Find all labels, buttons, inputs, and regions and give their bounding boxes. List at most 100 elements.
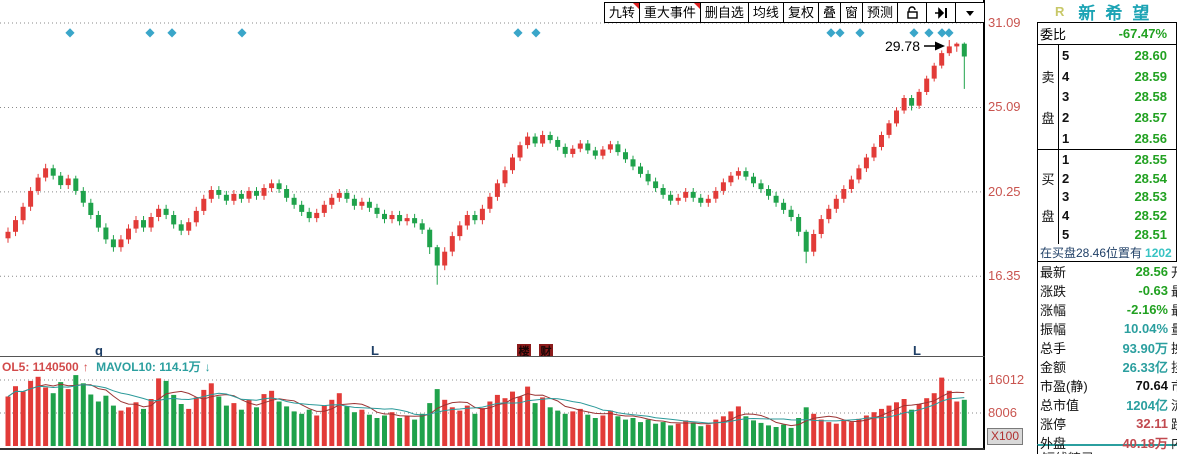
diamond-icon: ◆ <box>944 25 954 39</box>
stat-label: 总市值 <box>1040 398 1080 413</box>
order-notice: 在买盘28.46位置有 1202 <box>1037 244 1177 262</box>
stat-value: 93.90万 <box>1122 341 1168 356</box>
bid-level-5[interactable]: 5 28.51 <box>1059 225 1176 244</box>
mavol5-line <box>7 383 965 427</box>
event-labels: q L 楼财 L <box>95 343 921 356</box>
stat-partial-label: 开 <box>1171 262 1177 281</box>
stat-value: 70.64 <box>1135 378 1168 393</box>
level-price: 28.60 <box>1134 47 1167 63</box>
toolbar-dropdown-button[interactable] <box>955 2 985 23</box>
level-price: 28.56 <box>1134 131 1167 147</box>
svg-text:财: 财 <box>540 344 552 356</box>
ask-level-1[interactable]: 1 28.56 <box>1059 128 1176 149</box>
level-price: 28.57 <box>1134 110 1167 126</box>
toolbar-button-删自选[interactable]: 删自选 <box>699 2 749 23</box>
diamond-icon: ◆ <box>145 25 155 39</box>
stat-value: -2.16% <box>1126 302 1168 317</box>
price-axis-label: 25.09 <box>988 99 1021 114</box>
stat-value: 26.33亿 <box>1122 360 1168 375</box>
diamond-icon: ◆ <box>909 25 919 39</box>
stat-value: 28.56 <box>1135 264 1168 279</box>
red-corner-flag-icon <box>693 3 700 9</box>
level-price: 28.54 <box>1134 170 1167 186</box>
level-price: 28.52 <box>1134 208 1167 224</box>
order-book: 卖盘 5 28.60 4 28.59 3 28.58 2 28.57 1 28.56 买盘 1 28.5… <box>1037 45 1177 244</box>
stat-row-涨跌: 涨跌 -0.63最 <box>1038 281 1177 300</box>
stat-row-外盘: 外盘 40.18万内 <box>1038 433 1177 452</box>
level-price: 28.55 <box>1134 151 1167 167</box>
bid-level-2[interactable]: 2 28.54 <box>1059 169 1176 188</box>
stats-grid: 最新28.56开涨跌-0.63最涨幅-2.16%最振幅10.04%量总手93.9… <box>1037 262 1177 451</box>
level-number: 3 <box>1062 89 1070 105</box>
stat-label: 最新 <box>1040 265 1067 280</box>
diamond-icon: ◆ <box>937 25 947 39</box>
diamond-icon: ◆ <box>924 25 934 39</box>
diamond-icon: ◆ <box>826 25 836 39</box>
sell-book: 卖盘 5 28.60 4 28.59 3 28.58 2 28.57 1 28.56 <box>1038 45 1176 150</box>
volume-bars <box>5 375 967 446</box>
toolbar-button-重大事件[interactable]: 重大事件 <box>638 2 701 23</box>
toolbar-button-复权[interactable]: 复权 <box>782 2 819 23</box>
level-number: 1 <box>1062 151 1070 167</box>
level-number: 5 <box>1062 47 1070 63</box>
jump-right-button[interactable] <box>926 2 956 23</box>
toolbar-button-九转[interactable]: 九转 <box>603 2 640 23</box>
stat-partial-label: 最 <box>1171 281 1177 300</box>
volume-chart[interactable] <box>0 357 984 448</box>
ask-level-3[interactable]: 3 28.58 <box>1059 87 1176 108</box>
stat-row-总手: 总手 93.90万换 <box>1038 338 1177 357</box>
volume-panel[interactable]: OL5: 1140500 ↑ MAVOL10: 114.1万 ↓ <box>0 357 985 450</box>
stock-name[interactable]: 新希望 <box>1078 3 1160 23</box>
stat-row-金额: 金额 26.33亿挂 <box>1038 357 1177 376</box>
mavol5-label: OL5: 1140500 <box>2 360 79 374</box>
stat-label: 涨幅 <box>1040 303 1067 318</box>
level-price: 28.58 <box>1134 89 1167 105</box>
candlestick-series <box>5 40 967 285</box>
event-letter-marker: L <box>913 343 921 356</box>
toolbar-button-叠[interactable]: 叠 <box>817 2 841 23</box>
candlestick-chart[interactable]: ◆ ◆ ◆ ◆ ◆ ◆ ◆ ◆ ◆ ◆ ◆ ◆◆q L 楼财 L29.78 <box>0 0 984 356</box>
level-number: 4 <box>1062 208 1070 224</box>
stat-value: 1204亿 <box>1126 398 1168 413</box>
bid-level-1[interactable]: 1 28.55 <box>1059 150 1176 169</box>
level-number: 4 <box>1062 68 1070 84</box>
diamond-icon: ◆ <box>65 25 75 39</box>
weibi-label: 委比 <box>1040 27 1067 42</box>
diamond-icon: ◆ <box>237 25 247 39</box>
diamond-icon: ◆ <box>167 25 177 39</box>
buy-side-label: 买盘 <box>1038 150 1059 244</box>
quote-panel: R 新希望 委比 -67.47% 卖盘 5 28.60 4 28.59 3 28.58 2 28… <box>1037 0 1177 454</box>
stat-partial-label: 最 <box>1171 300 1177 319</box>
price-axis: X100 31.09 25.09 20.25 16.35 16012 8006 <box>986 0 1036 454</box>
price-gridlines <box>0 22 984 277</box>
toolbar-button-窗[interactable]: 窗 <box>839 2 863 23</box>
ask-level-2[interactable]: 2 28.57 <box>1059 107 1176 128</box>
price-axis-label: 31.09 <box>988 15 1021 30</box>
bid-level-3[interactable]: 3 28.53 <box>1059 188 1176 207</box>
stat-partial-label: 流 <box>1171 395 1177 414</box>
stat-row-总市值: 总市值 1204亿流 <box>1038 395 1177 414</box>
stat-row-振幅: 振幅 10.04%量 <box>1038 319 1177 338</box>
ask-level-5[interactable]: 5 28.60 <box>1059 45 1176 66</box>
weibi-value: -67.47% <box>1118 26 1167 41</box>
stat-label: 涨跌 <box>1040 284 1067 299</box>
stat-row-涨幅: 涨幅 -2.16%最 <box>1038 300 1177 319</box>
r-flag: R <box>1055 3 1065 19</box>
candlestick-chart-panel[interactable]: ◆ ◆ ◆ ◆ ◆ ◆ ◆ ◆ ◆ ◆ ◆ ◆ ◆ q L 楼财 L 29.78 <box>0 0 985 357</box>
level-number: 1 <box>1062 131 1070 147</box>
stat-value: 10.04% <box>1123 321 1168 336</box>
toolbar-button-预测[interactable]: 预测 <box>861 2 898 23</box>
shortline-genie-tab[interactable]: 短线精灵 <box>1037 444 1177 454</box>
stat-partial-label: 量 <box>1171 319 1177 338</box>
mavol10-line <box>7 384 965 424</box>
lock-icon <box>906 5 919 20</box>
notice-value: 1202 <box>1145 245 1172 260</box>
stat-partial-label: 跌 <box>1171 414 1177 433</box>
ask-level-4[interactable]: 4 28.59 <box>1059 66 1176 87</box>
bid-level-4[interactable]: 4 28.52 <box>1059 206 1176 225</box>
lock-button[interactable] <box>897 2 927 23</box>
stat-row-市盈(静): 市盈(静) 70.64市 <box>1038 376 1177 395</box>
stat-partial-label: 换 <box>1171 338 1177 357</box>
toolbar-button-均线[interactable]: 均线 <box>747 2 784 23</box>
